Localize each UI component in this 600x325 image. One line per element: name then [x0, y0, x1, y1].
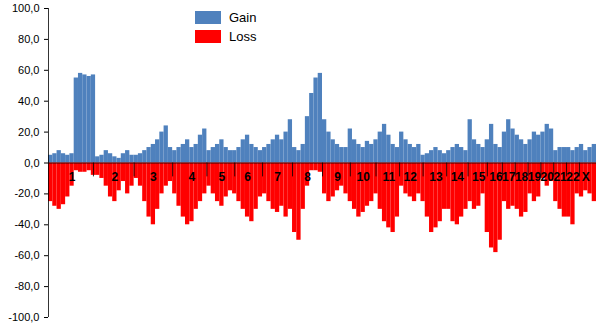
svg-text:-60,0: -60,0: [14, 249, 39, 261]
svg-text:12: 12: [404, 170, 418, 184]
svg-text:15: 15: [472, 170, 486, 184]
svg-text:5: 5: [219, 170, 226, 184]
html-text:Gain: Gain: [229, 10, 257, 25]
svg-text:60,0: 60,0: [18, 64, 39, 76]
svg-text:22: 22: [566, 170, 580, 184]
svg-text:40,0: 40,0: [18, 95, 39, 107]
svg-text:4: 4: [189, 170, 196, 184]
svg-text:1: 1: [69, 170, 76, 184]
svg-text:-40,0: -40,0: [14, 218, 39, 230]
svg-text:9: 9: [334, 170, 341, 184]
svg-text:0,0: 0,0: [24, 157, 39, 169]
svg-text:17: 17: [502, 170, 516, 184]
svg-text:20,0: 20,0: [18, 126, 39, 138]
svg-text:100,0: 100,0: [12, 2, 40, 14]
html-text:Loss: Loss: [229, 29, 257, 44]
svg-text:-20,0: -20,0: [14, 187, 39, 199]
svg-text:16: 16: [489, 170, 503, 184]
svg-text:18: 18: [515, 170, 529, 184]
svg-text:-100,0: -100,0: [8, 311, 39, 323]
svg-text:7: 7: [274, 170, 281, 184]
svg-text:6: 6: [244, 170, 251, 184]
svg-text:-80,0: -80,0: [14, 280, 39, 292]
svg-text:10: 10: [356, 170, 370, 184]
svg-text:19: 19: [528, 170, 542, 184]
svg-text:20: 20: [541, 170, 555, 184]
svg-text:14: 14: [451, 170, 465, 184]
svg-text:13: 13: [429, 170, 443, 184]
svg-text:X: X: [582, 170, 590, 184]
svg-text:11: 11: [383, 170, 396, 184]
svg-text:3: 3: [150, 170, 157, 184]
svg-text:21: 21: [553, 170, 567, 184]
svg-text:2: 2: [112, 170, 119, 184]
svg-text:8: 8: [304, 170, 311, 184]
svg-text:80,0: 80,0: [18, 33, 39, 45]
